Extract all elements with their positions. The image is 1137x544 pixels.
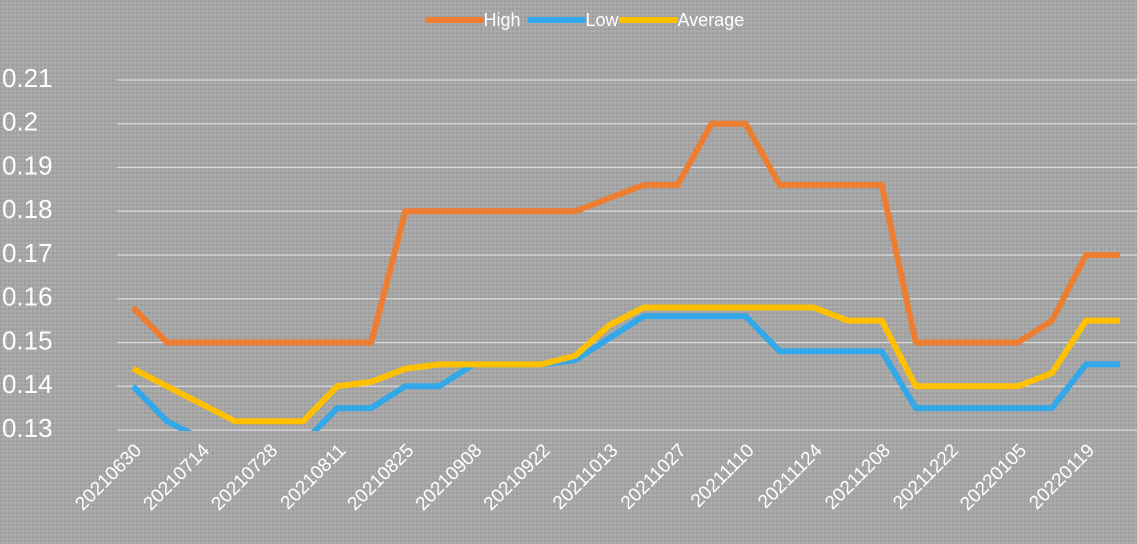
y-tick-label: 0.19: [2, 150, 53, 180]
y-tick-label: 0.16: [2, 282, 53, 312]
y-tick-label: 0.18: [2, 194, 53, 224]
y-tick-label: 0.21: [2, 63, 53, 93]
series-line: [131, 304, 1120, 425]
legend-label: Low: [586, 10, 620, 30]
series-line: [130, 120, 1120, 346]
legend-label: High: [484, 10, 521, 30]
series-line: [130, 313, 1120, 431]
legend-label: Average: [678, 10, 745, 30]
y-tick-label: 0.2: [2, 107, 38, 137]
y-tick-label: 0.17: [2, 238, 53, 268]
y-tick-label: 0.13: [2, 413, 53, 443]
y-tick-label: 0.15: [2, 325, 53, 355]
y-tick-label: 0.14: [2, 369, 53, 399]
